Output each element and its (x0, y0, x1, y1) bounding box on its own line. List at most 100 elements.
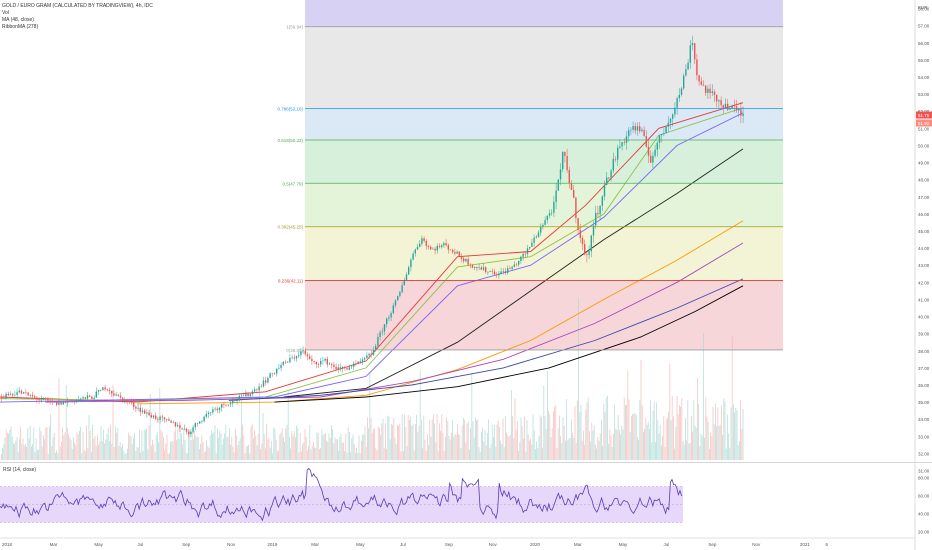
candle-body (207, 412, 210, 415)
candle-body (535, 236, 537, 238)
volume-bar (171, 441, 173, 460)
volume-bar (266, 424, 267, 460)
volume-bar (286, 424, 288, 460)
volume-bar (529, 440, 530, 460)
price-tick-label: 36.00 (918, 383, 930, 388)
candle-body (111, 391, 113, 394)
volume-bar (310, 449, 312, 460)
volume-bar (338, 450, 339, 460)
candle-body (36, 397, 38, 400)
time-axis[interactable]: 2018 Mar May Jul Sep Nov 2019 Mar May Jul Sep Nov 20… (2, 542, 829, 547)
candle-body (729, 108, 731, 110)
candle-body (117, 394, 119, 396)
candle-body (566, 156, 568, 171)
volume-bar (727, 414, 728, 460)
volume-bar (586, 402, 588, 460)
volume-bar (599, 433, 601, 460)
candle-body (3, 398, 5, 400)
volume-bar (373, 429, 374, 460)
volume-bar (581, 440, 583, 460)
candle-body (467, 258, 469, 265)
volume-bar (495, 446, 497, 460)
volume-bar (434, 423, 435, 460)
volume-bar (195, 435, 197, 460)
time-tick-label: Nov (752, 542, 761, 547)
candle-body (458, 251, 460, 257)
volume-bar (175, 428, 176, 460)
ma-indicator-label: MA (48, close) (2, 17, 34, 23)
candle-body (238, 395, 240, 401)
volume-bar (145, 430, 146, 460)
candle-body (656, 142, 658, 150)
candle-body (537, 232, 540, 237)
candle-body (546, 215, 548, 221)
volume-bar (118, 445, 120, 460)
volume-bar (25, 444, 26, 460)
candle-body (636, 126, 639, 131)
volume-bar (470, 428, 471, 460)
candle-body (403, 280, 405, 286)
volume-bar (159, 388, 161, 460)
volume-bar (49, 426, 50, 460)
volume-bar (399, 423, 401, 460)
volume-bar (209, 435, 211, 460)
fib-level-label: 0.786(52.16) (277, 106, 303, 111)
volume-bar (563, 426, 565, 460)
candle-body (390, 313, 392, 318)
volume-bar (691, 415, 692, 460)
volume-bar (148, 425, 150, 460)
volume-bar (593, 425, 595, 460)
time-tick-label: Mar (311, 542, 319, 547)
volume-bar (83, 449, 85, 460)
candle-body (669, 118, 672, 123)
volume-bar (448, 435, 450, 460)
volume-bar (187, 453, 188, 460)
volume-bar (344, 451, 345, 460)
time-tick-label: 2020 (530, 542, 541, 547)
volume-bar (52, 437, 54, 460)
candle-body (73, 400, 75, 403)
volume-bar (391, 423, 392, 460)
candle-body (306, 354, 309, 357)
volume-bar (627, 370, 629, 460)
candle-body (278, 368, 280, 369)
volume-bar (460, 448, 462, 460)
volume-bar (467, 421, 469, 460)
volume-bar (329, 437, 331, 460)
candle-body (183, 428, 185, 430)
candle-body (115, 394, 117, 396)
pane-separator[interactable] (0, 462, 932, 463)
candle-body (141, 410, 144, 412)
candle-body (489, 271, 491, 272)
volume-bar (243, 435, 245, 460)
volume-bar (74, 443, 75, 460)
volume-bar (513, 438, 515, 460)
rsi-pane[interactable]: 80.00 60.00 40.00 20.00 (0, 467, 930, 539)
candle-body (82, 397, 84, 399)
candle-body (155, 415, 157, 419)
volume-bar (617, 415, 619, 460)
candle-body (97, 390, 100, 392)
candle-body (623, 142, 625, 143)
volume-bar (574, 406, 576, 460)
volume-bar (244, 453, 246, 460)
volume-bar (711, 436, 713, 460)
candle-body (188, 431, 190, 435)
candle-body (1, 396, 3, 399)
volume-bar (95, 445, 97, 460)
price-tick-label: 55.00 (918, 58, 930, 63)
volume-bar (674, 448, 675, 460)
candle-body (170, 420, 172, 423)
volume-bar (562, 417, 564, 460)
volume-bar (560, 435, 561, 460)
price-axis[interactable]: 58.0057.0056.0055.0054.0053.0052.0051.00… (914, 0, 932, 550)
volume-bar (589, 431, 590, 460)
price-tick-label: 42.00 (918, 280, 930, 285)
moving-average-line (283, 148, 744, 398)
volume-bar (422, 448, 423, 460)
volume-bar (220, 433, 222, 460)
moving-average-line (0, 107, 744, 401)
candle-body (511, 266, 513, 269)
candle-body (93, 397, 95, 399)
